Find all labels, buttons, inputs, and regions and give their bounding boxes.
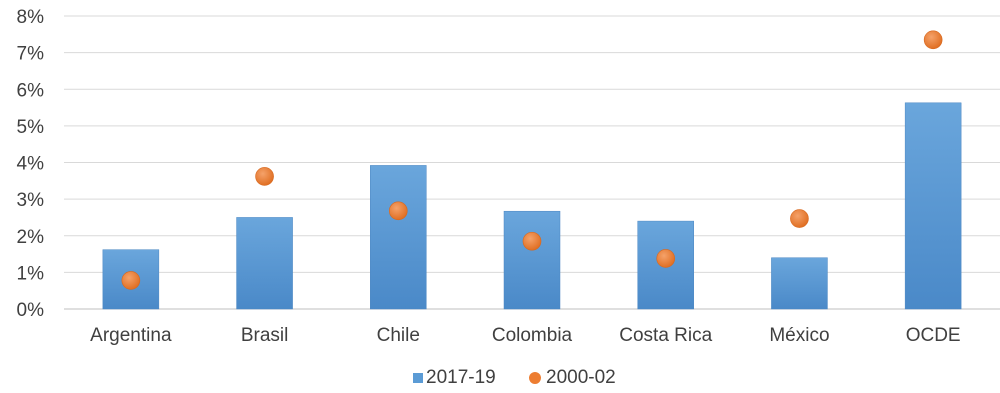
bar-brasil	[236, 217, 293, 310]
y-tick-label: 6%	[17, 80, 45, 101]
x-category-label: Colombia	[492, 325, 573, 346]
x-category-label: México	[769, 325, 829, 346]
y-tick-label: 1%	[17, 263, 45, 284]
bar-argentina	[102, 249, 160, 310]
bar-méxico	[771, 257, 828, 310]
bar-ocde	[904, 102, 962, 310]
marker-argentina	[121, 271, 141, 290]
y-tick-label: 0%	[17, 300, 45, 321]
bars-2017-19	[102, 102, 962, 310]
markers-2000-02	[121, 30, 943, 290]
legend-label-2000-02: 2000-02	[546, 367, 616, 388]
y-tick-label: 5%	[17, 117, 45, 138]
bar-colombia	[503, 210, 561, 310]
legend-label-2017-19: 2017-19	[426, 367, 496, 388]
y-tick-label: 2%	[17, 227, 45, 248]
legend-swatch-2000-02	[529, 372, 541, 384]
y-tick-label: 8%	[17, 7, 45, 28]
marker-brasil	[255, 167, 274, 186]
marker-méxico	[790, 209, 809, 228]
gridlines	[64, 15, 1000, 310]
bar-chile	[370, 165, 427, 310]
x-category-label: OCDE	[906, 325, 961, 346]
marker-colombia	[522, 231, 542, 251]
y-tick-label: 7%	[17, 44, 45, 65]
marker-ocde	[923, 30, 943, 50]
y-tick-label: 3%	[17, 190, 45, 211]
x-category-label: Costa Rica	[619, 325, 712, 346]
legend: 2017-19 2000-02	[413, 367, 616, 388]
x-category-label: Argentina	[90, 325, 172, 346]
legend-swatch-2017-19	[413, 373, 423, 383]
x-category-label: Brasil	[241, 325, 289, 346]
y-axis-tick-labels: 0% 1% 2% 3% 4% 5% 6% 7% 8%	[17, 7, 45, 321]
marker-chile	[388, 201, 408, 221]
y-tick-label: 4%	[17, 154, 45, 175]
x-axis-category-labels: Argentina Brasil Chile Colombia Costa Rica Mé…	[90, 325, 960, 346]
x-category-label: Chile	[377, 325, 420, 346]
marker-costa-rica	[656, 249, 676, 268]
